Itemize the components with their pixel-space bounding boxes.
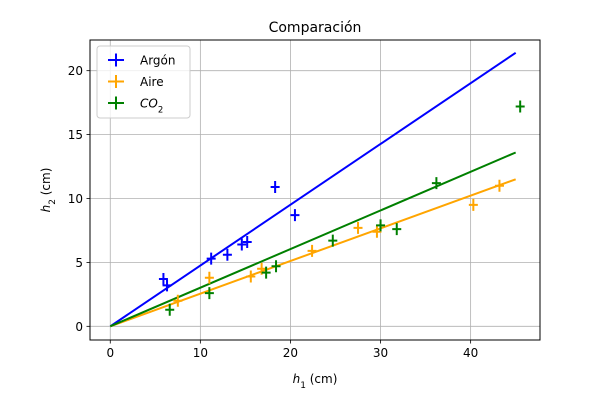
data-point	[515, 100, 525, 113]
data-point	[246, 270, 256, 283]
legend-label-subscript: 2	[158, 106, 163, 116]
legend-marker	[108, 96, 124, 110]
data-point	[158, 273, 168, 286]
legend-label-text: CO	[140, 97, 158, 111]
data-point	[372, 225, 382, 238]
y-axis-label: h2 (cm)	[39, 168, 58, 213]
legend-label-text: Aire	[140, 75, 164, 89]
y-axis-label-subscript: 2	[48, 199, 58, 205]
x-tick-label: 20	[283, 346, 298, 360]
chart-title: Comparación	[269, 20, 362, 36]
data-point	[237, 238, 247, 251]
x-axis-label-symbol: h	[293, 372, 301, 386]
legend-label: Argón	[140, 54, 176, 68]
plot-frame	[89, 39, 541, 341]
y-tick-label: 0	[75, 320, 83, 334]
legend: Argón Aire CO2	[96, 45, 191, 119]
legend-box	[96, 45, 191, 119]
data-point	[206, 252, 216, 265]
x-axis-label-unit: (cm)	[306, 372, 337, 386]
data-point	[173, 294, 183, 307]
x-axis-label-subscript: 1	[300, 381, 306, 391]
data-point	[290, 209, 300, 222]
grid	[90, 40, 540, 340]
data-point	[162, 279, 172, 292]
data-point	[392, 223, 402, 236]
x-tick-label: 40	[463, 346, 478, 360]
data-point	[271, 260, 281, 273]
x-tick-label: 0	[106, 346, 114, 360]
data-point	[494, 179, 504, 192]
legend-marker	[108, 75, 124, 88]
data-point	[222, 248, 232, 261]
data-point	[468, 198, 478, 211]
fit-line	[109, 51, 517, 328]
legend-label-text: Argón	[140, 54, 176, 68]
data-point	[376, 219, 386, 232]
data-points	[158, 100, 525, 316]
y-tick-label: 5	[75, 256, 83, 270]
y-tick-label: 20	[68, 64, 83, 78]
data-point	[204, 271, 214, 284]
y-tick-label: 15	[68, 128, 83, 142]
data-point	[257, 262, 267, 275]
x-tick-label: 30	[373, 346, 388, 360]
data-point	[242, 235, 252, 248]
y-tick-label: 10	[68, 192, 83, 206]
axis-ticks: 0 10 20 30 40 0 5 10 15 20	[68, 64, 479, 360]
data-point	[204, 287, 214, 300]
legend-label: Aire	[140, 75, 164, 89]
y-axis-label-unit: (cm)	[39, 168, 53, 199]
data-point	[353, 221, 363, 234]
legend-marker	[108, 53, 124, 67]
data-point	[270, 180, 280, 193]
data-point	[261, 266, 271, 279]
x-axis-label: h1 (cm)	[293, 372, 338, 391]
data-point	[307, 244, 317, 257]
y-axis-label-symbol: h	[39, 205, 53, 213]
data-point	[165, 303, 175, 316]
data-point	[328, 234, 338, 247]
data-point	[431, 177, 441, 190]
legend-label: CO2	[140, 97, 163, 116]
x-tick-label: 10	[193, 346, 208, 360]
